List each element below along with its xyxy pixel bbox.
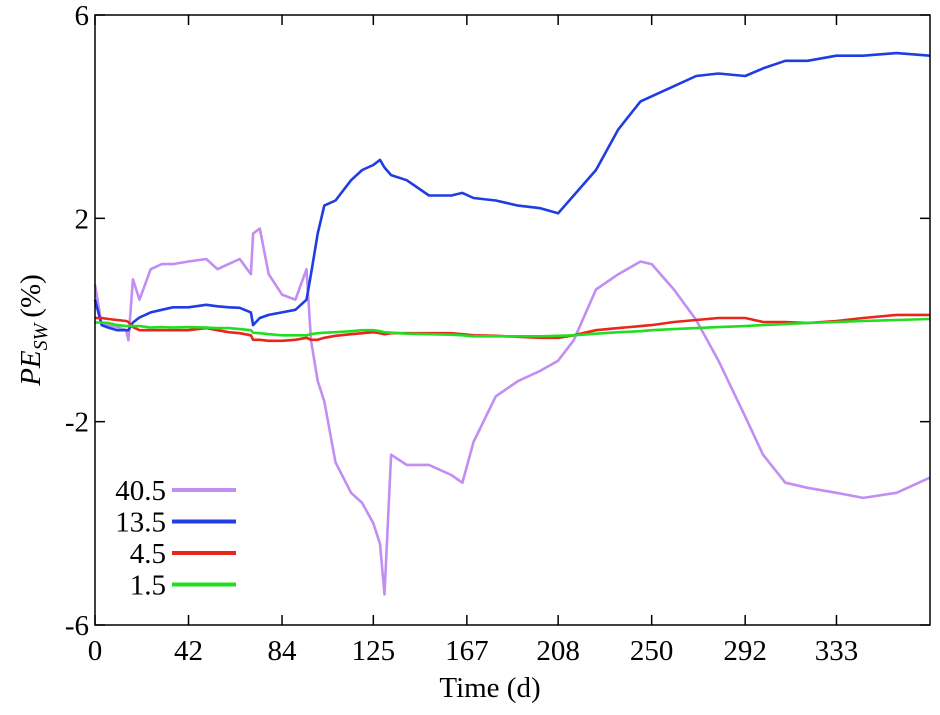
x-axis-label: Time (d) (439, 672, 540, 704)
x-tick-label: 208 (536, 635, 580, 667)
y-label-subscript: SW (30, 321, 52, 350)
x-tick-label: 167 (445, 635, 489, 667)
x-tick-label: 250 (630, 635, 674, 667)
y-tick-label: -6 (65, 610, 89, 642)
x-tick-label: 84 (268, 635, 298, 667)
legend-label: 13.5 (115, 507, 166, 539)
y-label-unit: (%) (15, 274, 47, 317)
x-tick-label: 42 (174, 635, 203, 667)
x-tick-label: 333 (815, 635, 859, 667)
y-tick-label: 2 (75, 203, 90, 235)
legend-label: 1.5 (130, 570, 166, 602)
x-tick-label: 0 (88, 635, 103, 667)
plot-frame (94, 14, 931, 626)
x-tick-label: 292 (723, 635, 767, 667)
legend-label: 40.5 (115, 475, 166, 507)
series-line (93, 227, 931, 596)
series-line (93, 51, 931, 332)
y-tick-label: -2 (65, 407, 89, 439)
series-line (95, 317, 931, 338)
y-label-main: PE (15, 350, 47, 387)
series-line (95, 313, 930, 343)
y-tick-label: 6 (75, 0, 90, 32)
y-axis-label: PESW (%) (15, 274, 52, 387)
legend-label: 4.5 (130, 538, 166, 570)
x-tick-label: 125 (352, 635, 396, 667)
